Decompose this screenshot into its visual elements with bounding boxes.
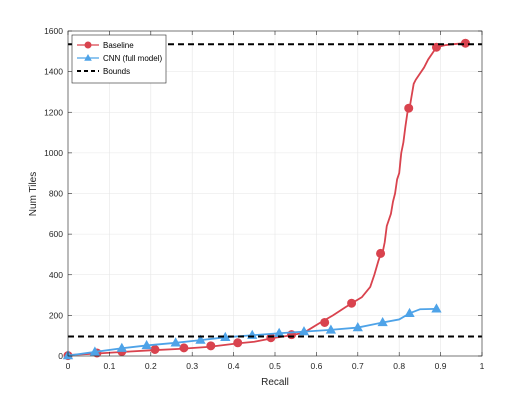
cnn-marker (170, 337, 181, 347)
baseline-marker (376, 248, 386, 258)
cnn-marker (141, 339, 152, 350)
x-tick-label: 0.2 (145, 361, 157, 371)
cnn-marker (116, 342, 127, 352)
cnn-marker (404, 307, 415, 317)
baseline-marker (150, 345, 160, 354)
baseline-marker (179, 343, 189, 353)
baseline-marker (347, 298, 357, 308)
x-tick-label: 0.5 (269, 361, 281, 371)
x-tick-label: 1 (480, 361, 485, 371)
cnn-marker (325, 324, 337, 334)
series-layer (62, 38, 482, 361)
x-tick-label: 0.7 (352, 361, 364, 371)
x-tick-label: 0.8 (393, 361, 405, 371)
cnn-marker (431, 303, 442, 313)
x-tick-label: 0.9 (435, 361, 447, 371)
y-tick-label: 0 (58, 351, 63, 361)
baseline-marker (206, 341, 216, 351)
y-tick-label: 1400 (44, 67, 63, 77)
y-tick-label: 1200 (44, 107, 63, 117)
x-tick-label: 0.3 (186, 361, 198, 371)
baseline-line (67, 42, 466, 356)
legend-baseline-marker (84, 41, 92, 49)
y-tick-label: 1000 (44, 148, 63, 158)
baseline-marker (320, 317, 330, 327)
x-tick-label: 0.6 (310, 361, 322, 371)
cnn-marker (298, 326, 310, 336)
cnn-marker (89, 346, 101, 356)
y-tick-label: 200 (49, 310, 63, 320)
ticks: 0 0.1 0.2 0.3 0.4 0.5 0.6 0.7 0.8 0.9 1 0 200 400 600 8… (44, 26, 485, 371)
baseline-marker (431, 42, 441, 52)
y-tick-label: 400 (49, 270, 63, 280)
x-axis-label: Recall (261, 377, 289, 388)
legend-bounds-label: Bounds (103, 67, 130, 76)
y-axis-label: Num Tiles (28, 172, 39, 216)
baseline-marker (404, 103, 414, 113)
legend-baseline-label: Baseline (103, 41, 134, 50)
x-tick-label: 0 (66, 361, 71, 371)
x-tick-label: 0.4 (228, 361, 240, 371)
cnn-marker (195, 334, 206, 344)
legend-cnn-marker (84, 54, 92, 61)
cnn-marker (377, 316, 388, 327)
cnn-marker (352, 322, 363, 332)
y-tick-label: 600 (49, 229, 63, 239)
y-tick-label: 1600 (44, 26, 63, 36)
x-tick-label: 0.1 (103, 361, 115, 371)
legend: Baseline CNN (full model) Bounds (71, 34, 167, 84)
baseline-marker (233, 338, 243, 348)
legend-cnn-label: CNN (full model) (103, 54, 162, 63)
baseline-marker (460, 38, 470, 48)
y-tick-label: 800 (49, 189, 63, 199)
